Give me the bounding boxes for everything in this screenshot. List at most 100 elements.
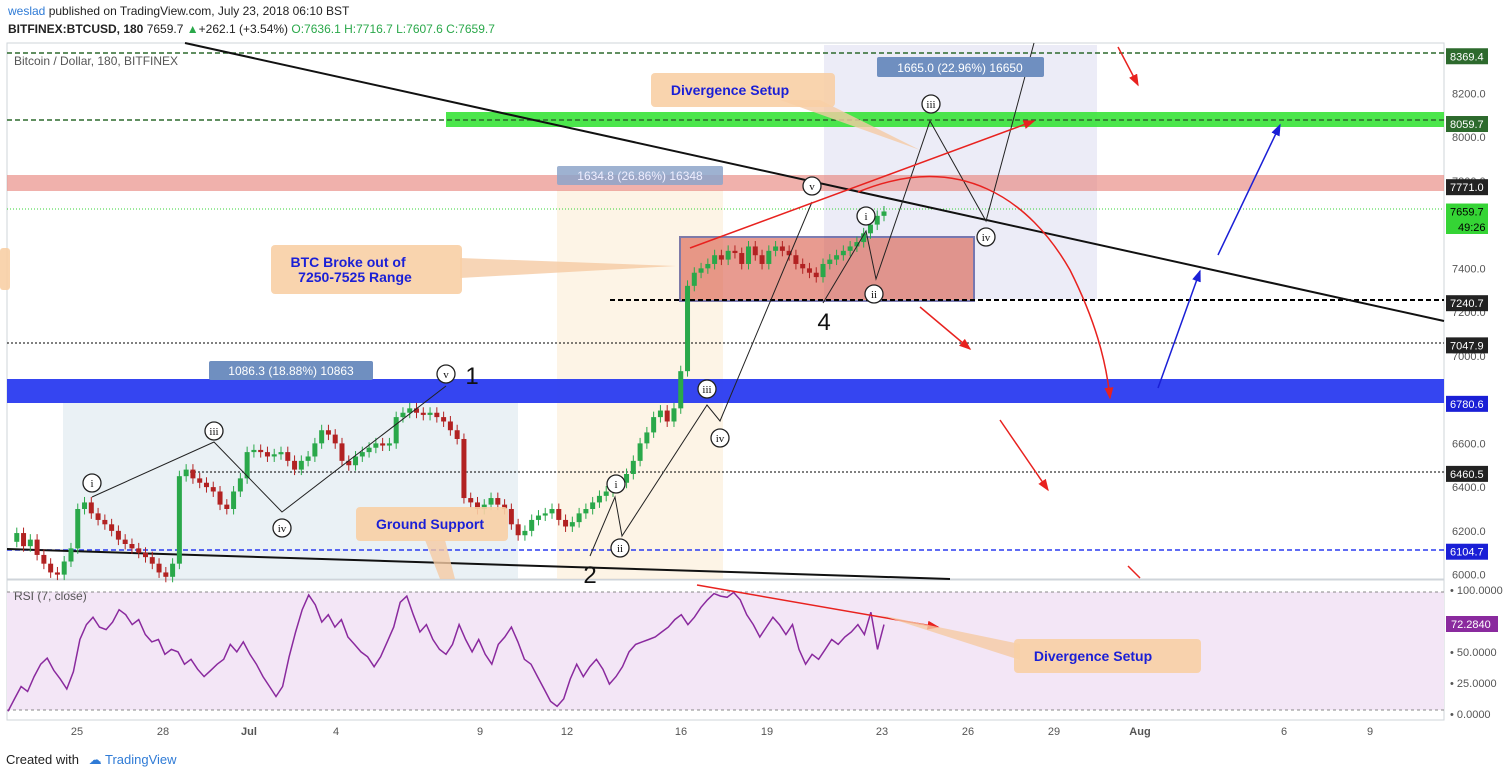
- candle-body: [861, 233, 867, 243]
- candle-body: [163, 572, 169, 577]
- price-change: +262.1 (+3.54%): [198, 22, 289, 36]
- candle-body: [725, 250, 731, 260]
- candle-body: [414, 408, 420, 413]
- measure-label-2: 1634.8 (26.86%) 16348: [557, 166, 723, 185]
- candle-body: [779, 246, 785, 251]
- wave-label-circle: [697, 379, 717, 399]
- wave-label: v: [809, 181, 815, 193]
- candle-body: [353, 456, 359, 466]
- svg-text:49:26: 49:26: [1458, 222, 1486, 234]
- price-level-label: 7240.7: [1450, 298, 1484, 310]
- candle-body: [664, 410, 670, 422]
- last-price: 7659.7: [146, 22, 184, 36]
- wave-label-major: 4: [817, 309, 830, 336]
- time-tick-label: 26: [962, 726, 974, 738]
- candle-body: [251, 449, 257, 453]
- red-arrow-1: [1117, 46, 1139, 87]
- wave-label-circle: [436, 364, 456, 384]
- candle-body: [515, 524, 521, 536]
- candle-body: [678, 371, 684, 409]
- candle-body: [474, 502, 480, 509]
- candle-body: [773, 246, 779, 251]
- price-level-tag: [1446, 179, 1488, 196]
- price-tick-label: 8200.0: [1452, 88, 1486, 100]
- rsi-tick-label: • 0.0000: [1450, 709, 1491, 721]
- candle-body: [136, 548, 142, 553]
- candle-body: [691, 272, 697, 286]
- candle-body: [549, 508, 555, 514]
- candle-body: [840, 250, 846, 256]
- candle-body: [827, 259, 833, 264]
- candle-body: [806, 268, 812, 273]
- tradingview-link[interactable]: TradingView: [105, 752, 177, 767]
- candle-body: [359, 452, 365, 457]
- candle-body: [556, 508, 562, 520]
- rsi-tick-label: • 100.0000: [1450, 585, 1503, 597]
- wave-label-circle: [856, 206, 876, 226]
- candle-body: [264, 452, 270, 457]
- candle-body: [346, 460, 352, 466]
- candle-body: [651, 417, 657, 433]
- author-link[interactable]: weslad: [8, 4, 46, 18]
- candle-body: [271, 454, 277, 457]
- wave-label-circle: [610, 538, 630, 558]
- candle-body: [285, 452, 291, 461]
- candle-body: [278, 452, 284, 455]
- wave-label-circle: [272, 518, 292, 538]
- time-tick-label: 23: [876, 726, 888, 738]
- candle-body: [867, 224, 873, 234]
- wave-label: i: [614, 479, 617, 491]
- resistance-band: [7, 175, 1444, 191]
- candle-body: [54, 572, 60, 575]
- support-trend-line: [6, 548, 951, 580]
- candle-body: [705, 263, 711, 269]
- published-text: published on TradingView.com, July 23, 2…: [45, 4, 350, 18]
- wave-label-circle: [82, 473, 102, 493]
- candle-body: [48, 563, 54, 573]
- candle-body: [88, 502, 94, 514]
- rsi-title: RSI (7, close): [14, 589, 87, 603]
- time-tick-label: 6: [1281, 726, 1287, 738]
- price-level-tag: [1446, 465, 1488, 482]
- candle-body: [305, 456, 311, 461]
- candle-body: [210, 487, 216, 492]
- candle-body: [624, 473, 630, 483]
- blue-support-band: [7, 379, 1444, 403]
- candle-body: [522, 530, 528, 536]
- candle-body: [332, 434, 338, 444]
- wave-label-circle: [921, 94, 941, 114]
- candle-body: [190, 469, 196, 479]
- candle-body: [502, 504, 508, 509]
- svg-text:1634.8 (26.86%) 16348: 1634.8 (26.86%) 16348: [577, 169, 703, 183]
- svg-text:72.2840: 72.2840: [1451, 619, 1491, 631]
- wave-count-projection: [822, 42, 1035, 304]
- measure-label-1: 1086.3 (18.88%) 10863: [209, 361, 373, 380]
- rsi-tick-label: • 50.0000: [1450, 647, 1497, 659]
- candle-body: [481, 504, 487, 509]
- candle-body: [122, 539, 128, 544]
- candle-body: [373, 443, 379, 448]
- svg-text:Divergence Setup: Divergence Setup: [1034, 648, 1152, 664]
- rsi-last-label: 72.2840: [1446, 616, 1498, 632]
- blue-arrow-2: [1217, 123, 1281, 256]
- wave-count-july: [589, 201, 813, 557]
- candle-body: [718, 255, 724, 260]
- candle-body: [752, 246, 758, 256]
- candle-body: [800, 263, 806, 269]
- time-tick-label: 28: [157, 726, 169, 738]
- svg-text:BTC Broke out of 7250-75: BTC Broke out of 7250-7525 Range: [291, 254, 413, 285]
- price-level-label: 7659.7: [1450, 207, 1484, 219]
- price-level-label: 7771.0: [1450, 182, 1484, 194]
- price-level-tag: [1446, 395, 1488, 412]
- candle-body: [739, 253, 745, 264]
- candle-body: [298, 460, 304, 470]
- blue-arrow-1: [1157, 269, 1201, 389]
- measure-label-3: 1665.0 (22.96%) 16650: [877, 57, 1044, 77]
- wave-label-circle: [802, 176, 822, 196]
- price-level-labels: 8369.4 8059.7 7771.0 7659.7 7240.7 7047.9 6780…: [1446, 48, 1488, 560]
- candle-body: [61, 561, 67, 575]
- candle-body: [542, 513, 548, 516]
- candle-body: [698, 268, 704, 273]
